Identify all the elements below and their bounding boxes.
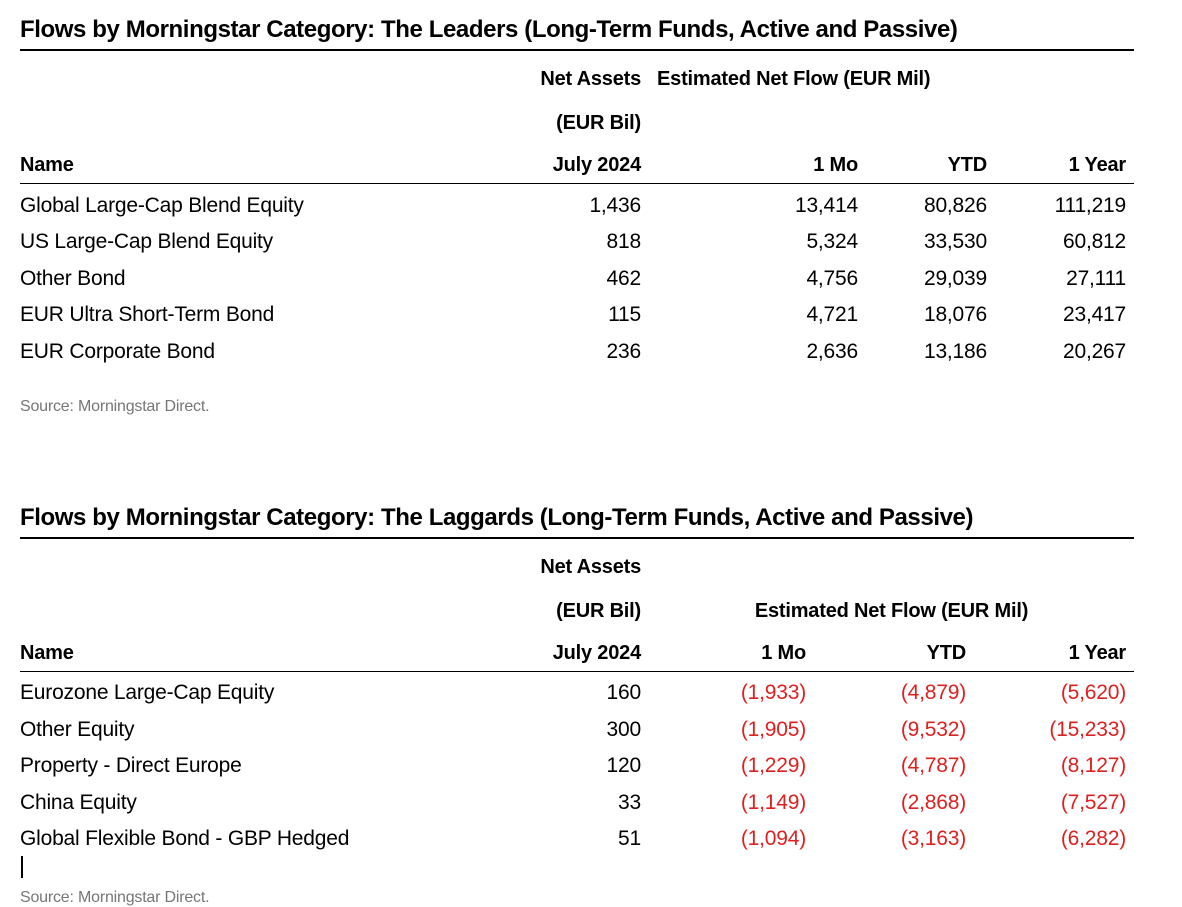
eur-bil-header: (EUR Bil) <box>400 95 649 139</box>
net-assets-cell: 818 <box>400 221 649 258</box>
category-name-cell: Global Flexible Bond - GBP Hedged <box>20 818 400 855</box>
source-note: Source: Morningstar Direct. <box>20 397 1134 416</box>
flow-1year-cell: 23,417 <box>995 294 1134 331</box>
net-assets-cell: 120 <box>400 745 649 782</box>
flow-1mo-cell: 13,414 <box>649 184 866 221</box>
net-assets-cell: 51 <box>400 818 649 855</box>
flow-1mo-cell: (1,229) <box>649 745 814 782</box>
table-row: China Equity 33 (1,149) (2,868) (7,527) <box>20 781 1134 818</box>
category-name-cell: EUR Ultra Short-Term Bond <box>20 294 400 331</box>
flow-ytd-cell: (2,868) <box>814 781 974 818</box>
table-row: Other Equity 300 (1,905) (9,532) (15,233… <box>20 708 1134 745</box>
ytd-column-header: YTD <box>814 627 974 672</box>
flow-ytd-cell: (4,879) <box>814 671 974 708</box>
flow-1mo-cell: 4,721 <box>649 294 866 331</box>
category-name-cell: Global Large-Cap Blend Equity <box>20 184 400 221</box>
net-assets-cell: 115 <box>400 294 649 331</box>
category-name-cell: Other Equity <box>20 708 400 745</box>
flow-1year-cell: (15,233) <box>974 708 1134 745</box>
flow-1mo-cell: (1,094) <box>649 818 814 855</box>
spacer-cell <box>649 539 1134 583</box>
table-row: Global Flexible Bond - GBP Hedged 51 (1,… <box>20 818 1134 855</box>
laggards-section: Flows by Morningstar Category: The Lagga… <box>20 504 1134 907</box>
flow-1year-cell: 111,219 <box>995 184 1134 221</box>
flow-ytd-cell: (9,532) <box>814 708 974 745</box>
flow-1year-cell: 20,267 <box>995 330 1134 367</box>
estimated-net-flow-header: Estimated Net Flow (EUR Mil) <box>649 51 1134 95</box>
header-row-units-2: (EUR Bil) <box>20 95 1134 139</box>
flow-1mo-cell: (1,149) <box>649 781 814 818</box>
laggards-flows-table: Net Assets (EUR Bil) Estimated Net Flow … <box>20 539 1134 855</box>
flow-ytd-cell: 80,826 <box>866 184 995 221</box>
header-row-columns: Name July 2024 1 Mo YTD 1 Year <box>20 139 1134 184</box>
table-row: EUR Ultra Short-Term Bond 115 4,721 18,0… <box>20 294 1134 331</box>
ytd-column-header: YTD <box>866 139 995 184</box>
category-name-cell: China Equity <box>20 781 400 818</box>
net-assets-cell: 1,436 <box>400 184 649 221</box>
category-name-cell: Property - Direct Europe <box>20 745 400 782</box>
flow-1year-cell: (8,127) <box>974 745 1134 782</box>
net-assets-cell: 33 <box>400 781 649 818</box>
category-name-cell: Eurozone Large-Cap Equity <box>20 671 400 708</box>
name-column-header: Name <box>20 627 400 672</box>
header-row-units-2: (EUR Bil) Estimated Net Flow (EUR Mil) <box>20 583 1134 627</box>
flow-ytd-cell: 13,186 <box>866 330 995 367</box>
flow-1year-cell: 27,111 <box>995 257 1134 294</box>
net-assets-cell: 236 <box>400 330 649 367</box>
leaders-section: Flows by Morningstar Category: The Leade… <box>20 16 1134 416</box>
table-row: Eurozone Large-Cap Equity 160 (1,933) (4… <box>20 671 1134 708</box>
table-row: EUR Corporate Bond 236 2,636 13,186 20,2… <box>20 330 1134 367</box>
one-mo-column-header: 1 Mo <box>649 627 814 672</box>
estimated-net-flow-header: Estimated Net Flow (EUR Mil) <box>649 583 1134 627</box>
table-row: Global Large-Cap Blend Equity 1,436 13,4… <box>20 184 1134 221</box>
july-2024-column-header: July 2024 <box>400 627 649 672</box>
flow-1year-cell: (6,282) <box>974 818 1134 855</box>
spacer-cell <box>20 583 400 627</box>
laggards-title: Flows by Morningstar Category: The Lagga… <box>20 504 1134 539</box>
net-assets-cell: 462 <box>400 257 649 294</box>
category-name-cell: US Large-Cap Blend Equity <box>20 221 400 258</box>
table-row: Other Bond 462 4,756 29,039 27,111 <box>20 257 1134 294</box>
net-assets-header: Net Assets <box>400 51 649 95</box>
flow-1year-cell: (7,527) <box>974 781 1134 818</box>
eur-bil-header: (EUR Bil) <box>400 583 649 627</box>
one-year-column-header: 1 Year <box>995 139 1134 184</box>
spacer-cell <box>20 95 400 139</box>
one-mo-column-header: 1 Mo <box>649 139 866 184</box>
table-row: US Large-Cap Blend Equity 818 5,324 33,5… <box>20 221 1134 258</box>
flow-ytd-cell: 29,039 <box>866 257 995 294</box>
net-assets-header: Net Assets <box>400 539 649 583</box>
header-row-units-1: Net Assets <box>20 539 1134 583</box>
one-year-column-header: 1 Year <box>974 627 1134 672</box>
flow-1mo-cell: (1,933) <box>649 671 814 708</box>
category-name-cell: EUR Corporate Bond <box>20 330 400 367</box>
header-row-units-1: Net Assets Estimated Net Flow (EUR Mil) <box>20 51 1134 95</box>
flow-1mo-cell: 5,324 <box>649 221 866 258</box>
flow-ytd-cell: (4,787) <box>814 745 974 782</box>
spacer-cell <box>20 539 400 583</box>
leaders-flows-table: Net Assets Estimated Net Flow (EUR Mil) … <box>20 51 1134 367</box>
table-row: Property - Direct Europe 120 (1,229) (4,… <box>20 745 1134 782</box>
leaders-title: Flows by Morningstar Category: The Leade… <box>20 16 1134 51</box>
net-assets-cell: 160 <box>400 671 649 708</box>
spacer-cell <box>649 95 1134 139</box>
flow-1year-cell: 60,812 <box>995 221 1134 258</box>
flow-1mo-cell: 2,636 <box>649 330 866 367</box>
spacer-cell <box>20 51 400 95</box>
flow-ytd-cell: 33,530 <box>866 221 995 258</box>
flow-1mo-cell: 4,756 <box>649 257 866 294</box>
source-note: Source: Morningstar Direct. <box>20 888 1134 907</box>
name-column-header: Name <box>20 139 400 184</box>
flow-1mo-cell: (1,905) <box>649 708 814 745</box>
header-row-columns: Name July 2024 1 Mo YTD 1 Year <box>20 627 1134 672</box>
net-assets-cell: 300 <box>400 708 649 745</box>
flow-ytd-cell: 18,076 <box>866 294 995 331</box>
july-2024-column-header: July 2024 <box>400 139 649 184</box>
flow-ytd-cell: (3,163) <box>814 818 974 855</box>
category-name-cell: Other Bond <box>20 257 400 294</box>
flow-1year-cell: (5,620) <box>974 671 1134 708</box>
